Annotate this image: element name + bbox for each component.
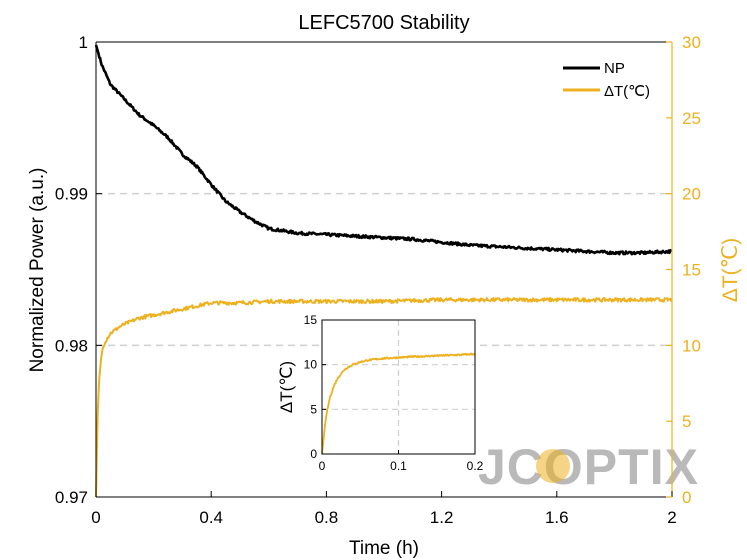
y-right-tick-label-3: 15: [682, 261, 701, 280]
watermark-dot: [536, 449, 570, 483]
y-left-tick-label-3: 1: [79, 33, 88, 52]
inset-y-axis-label: ΔT(℃): [277, 361, 296, 413]
y-right-tick-label-4: 20: [682, 185, 701, 204]
inset-x-tick-label-2: 0.2: [467, 459, 484, 473]
legend-np-label: NP: [604, 60, 625, 77]
y-axis-left-label: Normalized Power (a.u.): [27, 168, 48, 373]
inset-y-tick-label-2: 10: [304, 358, 318, 372]
inset-chart: 0 0.1 0.2 0 5 10 15 ΔT(℃): [277, 313, 484, 473]
y-right-tick-label-1: 5: [682, 412, 691, 431]
y-right-tick-label-2: 10: [682, 336, 701, 355]
np-series-line: [94, 44, 673, 256]
x-tick-label-5: 2: [667, 508, 676, 527]
inset-dt-line-0: [321, 352, 476, 455]
chart-title: LEFC5700 Stability: [298, 12, 469, 34]
x-tick-label-0: 0: [91, 508, 100, 527]
inset-grid-lines: [322, 320, 475, 454]
y-left-tick-label-0: 0.97: [55, 488, 88, 507]
inset-axis-ticks: 0 0.1 0.2 0 5 10 15: [304, 313, 484, 473]
inset-series-layer: [321, 352, 476, 455]
legend: NP ΔT(℃): [563, 60, 650, 100]
x-tick-label-1: 0.4: [199, 508, 223, 527]
y-axis-right-label: ΔT(℃): [719, 238, 742, 302]
y-right-tick-label-6: 30: [682, 33, 701, 52]
y-right-tick-label-0: 0: [682, 488, 691, 507]
inset-x-tick-label-1: 0.1: [390, 459, 407, 473]
inset-y-tick-label-1: 5: [310, 402, 317, 416]
y-left-tick-label-2: 0.99: [55, 185, 88, 204]
y-right-tick-label-5: 25: [682, 109, 701, 128]
x-tick-label-3: 1.2: [430, 508, 454, 527]
inset-y-tick-label-3: 15: [304, 313, 318, 327]
series-layer: [94, 44, 673, 498]
dt-series-line: [95, 297, 673, 498]
inset-x-tick-label-0: 0: [319, 459, 326, 473]
watermark-logo: JCOPTIX: [478, 439, 699, 495]
watermark-text: JCOPTIX: [478, 439, 699, 495]
x-tick-label-2: 0.8: [315, 508, 339, 527]
inset-y-tick-label-0: 0: [310, 447, 317, 461]
x-tick-label-4: 1.6: [545, 508, 569, 527]
x-axis-label: Time (h): [349, 538, 419, 559]
y-left-tick-label-1: 0.98: [55, 336, 88, 355]
legend-dt-label: ΔT(℃): [604, 83, 650, 100]
